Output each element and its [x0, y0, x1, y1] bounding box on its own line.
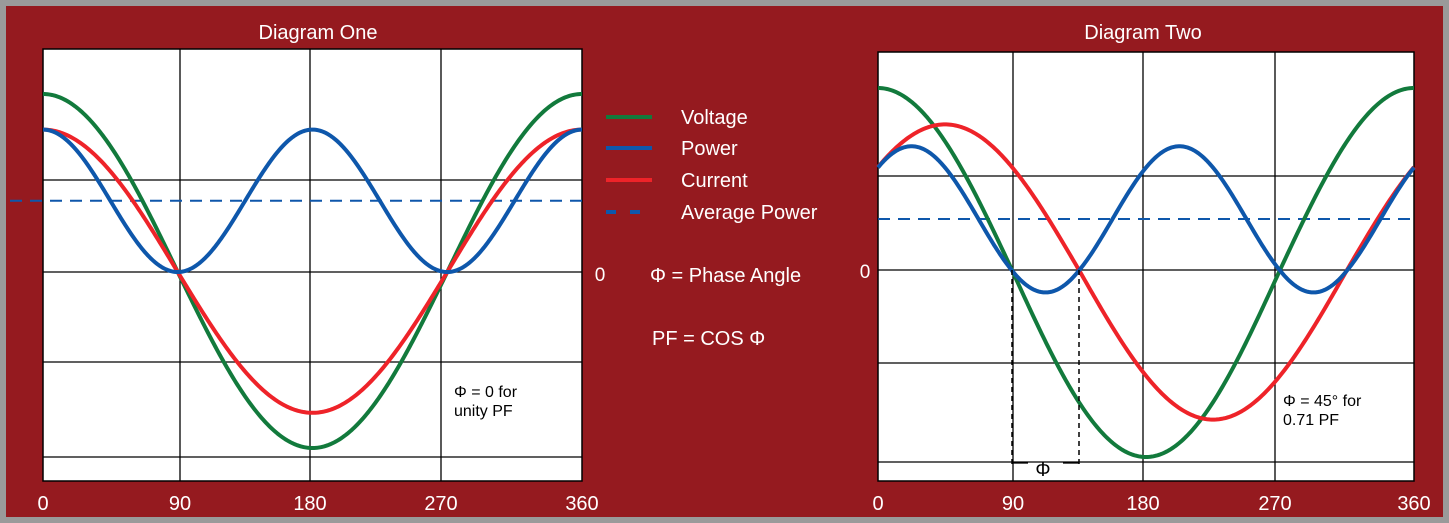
diagram-one-chart — [10, 48, 583, 482]
diagram-two-xtick: 90 — [1002, 493, 1024, 515]
diagram-two-xtick: 270 — [1258, 493, 1291, 515]
phase-angle-marker-label: Φ — [1035, 460, 1050, 481]
diagram-one-xtick: 180 — [293, 493, 326, 515]
legend-voltage-label: Voltage — [681, 107, 748, 129]
diagram-one-title: Diagram One — [259, 22, 378, 44]
power-factor-definition: PF = COS Φ — [652, 328, 765, 350]
diagram-two-title: Diagram Two — [1084, 22, 1201, 44]
diagram-one-zero-label: 0 — [595, 265, 606, 286]
diagram-two-voltage-curve — [877, 86, 1415, 460]
diagram-two-xtick: 0 — [872, 493, 883, 515]
diagram-two-plot-area — [877, 51, 1415, 482]
diagram-two-xtick: 180 — [1126, 493, 1159, 515]
diagram-two-xtick: 360 — [1397, 493, 1430, 515]
diagram-one-xtick: 270 — [424, 493, 457, 515]
legend-power-label: Power — [681, 138, 738, 160]
diagram-one-current-curve — [42, 127, 583, 415]
diagram-one-plot-area — [42, 48, 583, 482]
legend-average-power-label: Average Power — [681, 202, 818, 224]
diagram-two-zero-label: 0 — [860, 262, 871, 283]
diagram-one-annotation-line1: Φ = 0 for — [454, 384, 518, 401]
diagram-two-annotation-line2: 0.71 PF — [1283, 412, 1339, 429]
diagram-two-power-curve — [876, 144, 1416, 295]
diagram-two-chart — [876, 51, 1416, 482]
diagram-one-xtick: 0 — [37, 493, 48, 515]
diagram-two-current-curve — [876, 122, 1416, 422]
diagram-one-xtick: 360 — [565, 493, 598, 515]
diagram-one-annotation-line2: unity PF — [454, 403, 513, 420]
legend-current-label: Current — [681, 170, 748, 192]
diagram-two-annotation-line1: Φ = 45° for — [1283, 393, 1362, 410]
diagram-one-xtick: 90 — [169, 493, 191, 515]
diagram-one-voltage-curve — [42, 92, 583, 451]
legend: Voltage Power Current Average Power Φ = … — [606, 107, 818, 350]
diagram-one-power-curve — [42, 127, 583, 275]
phase-angle-definition: Φ = Phase Angle — [650, 265, 801, 287]
